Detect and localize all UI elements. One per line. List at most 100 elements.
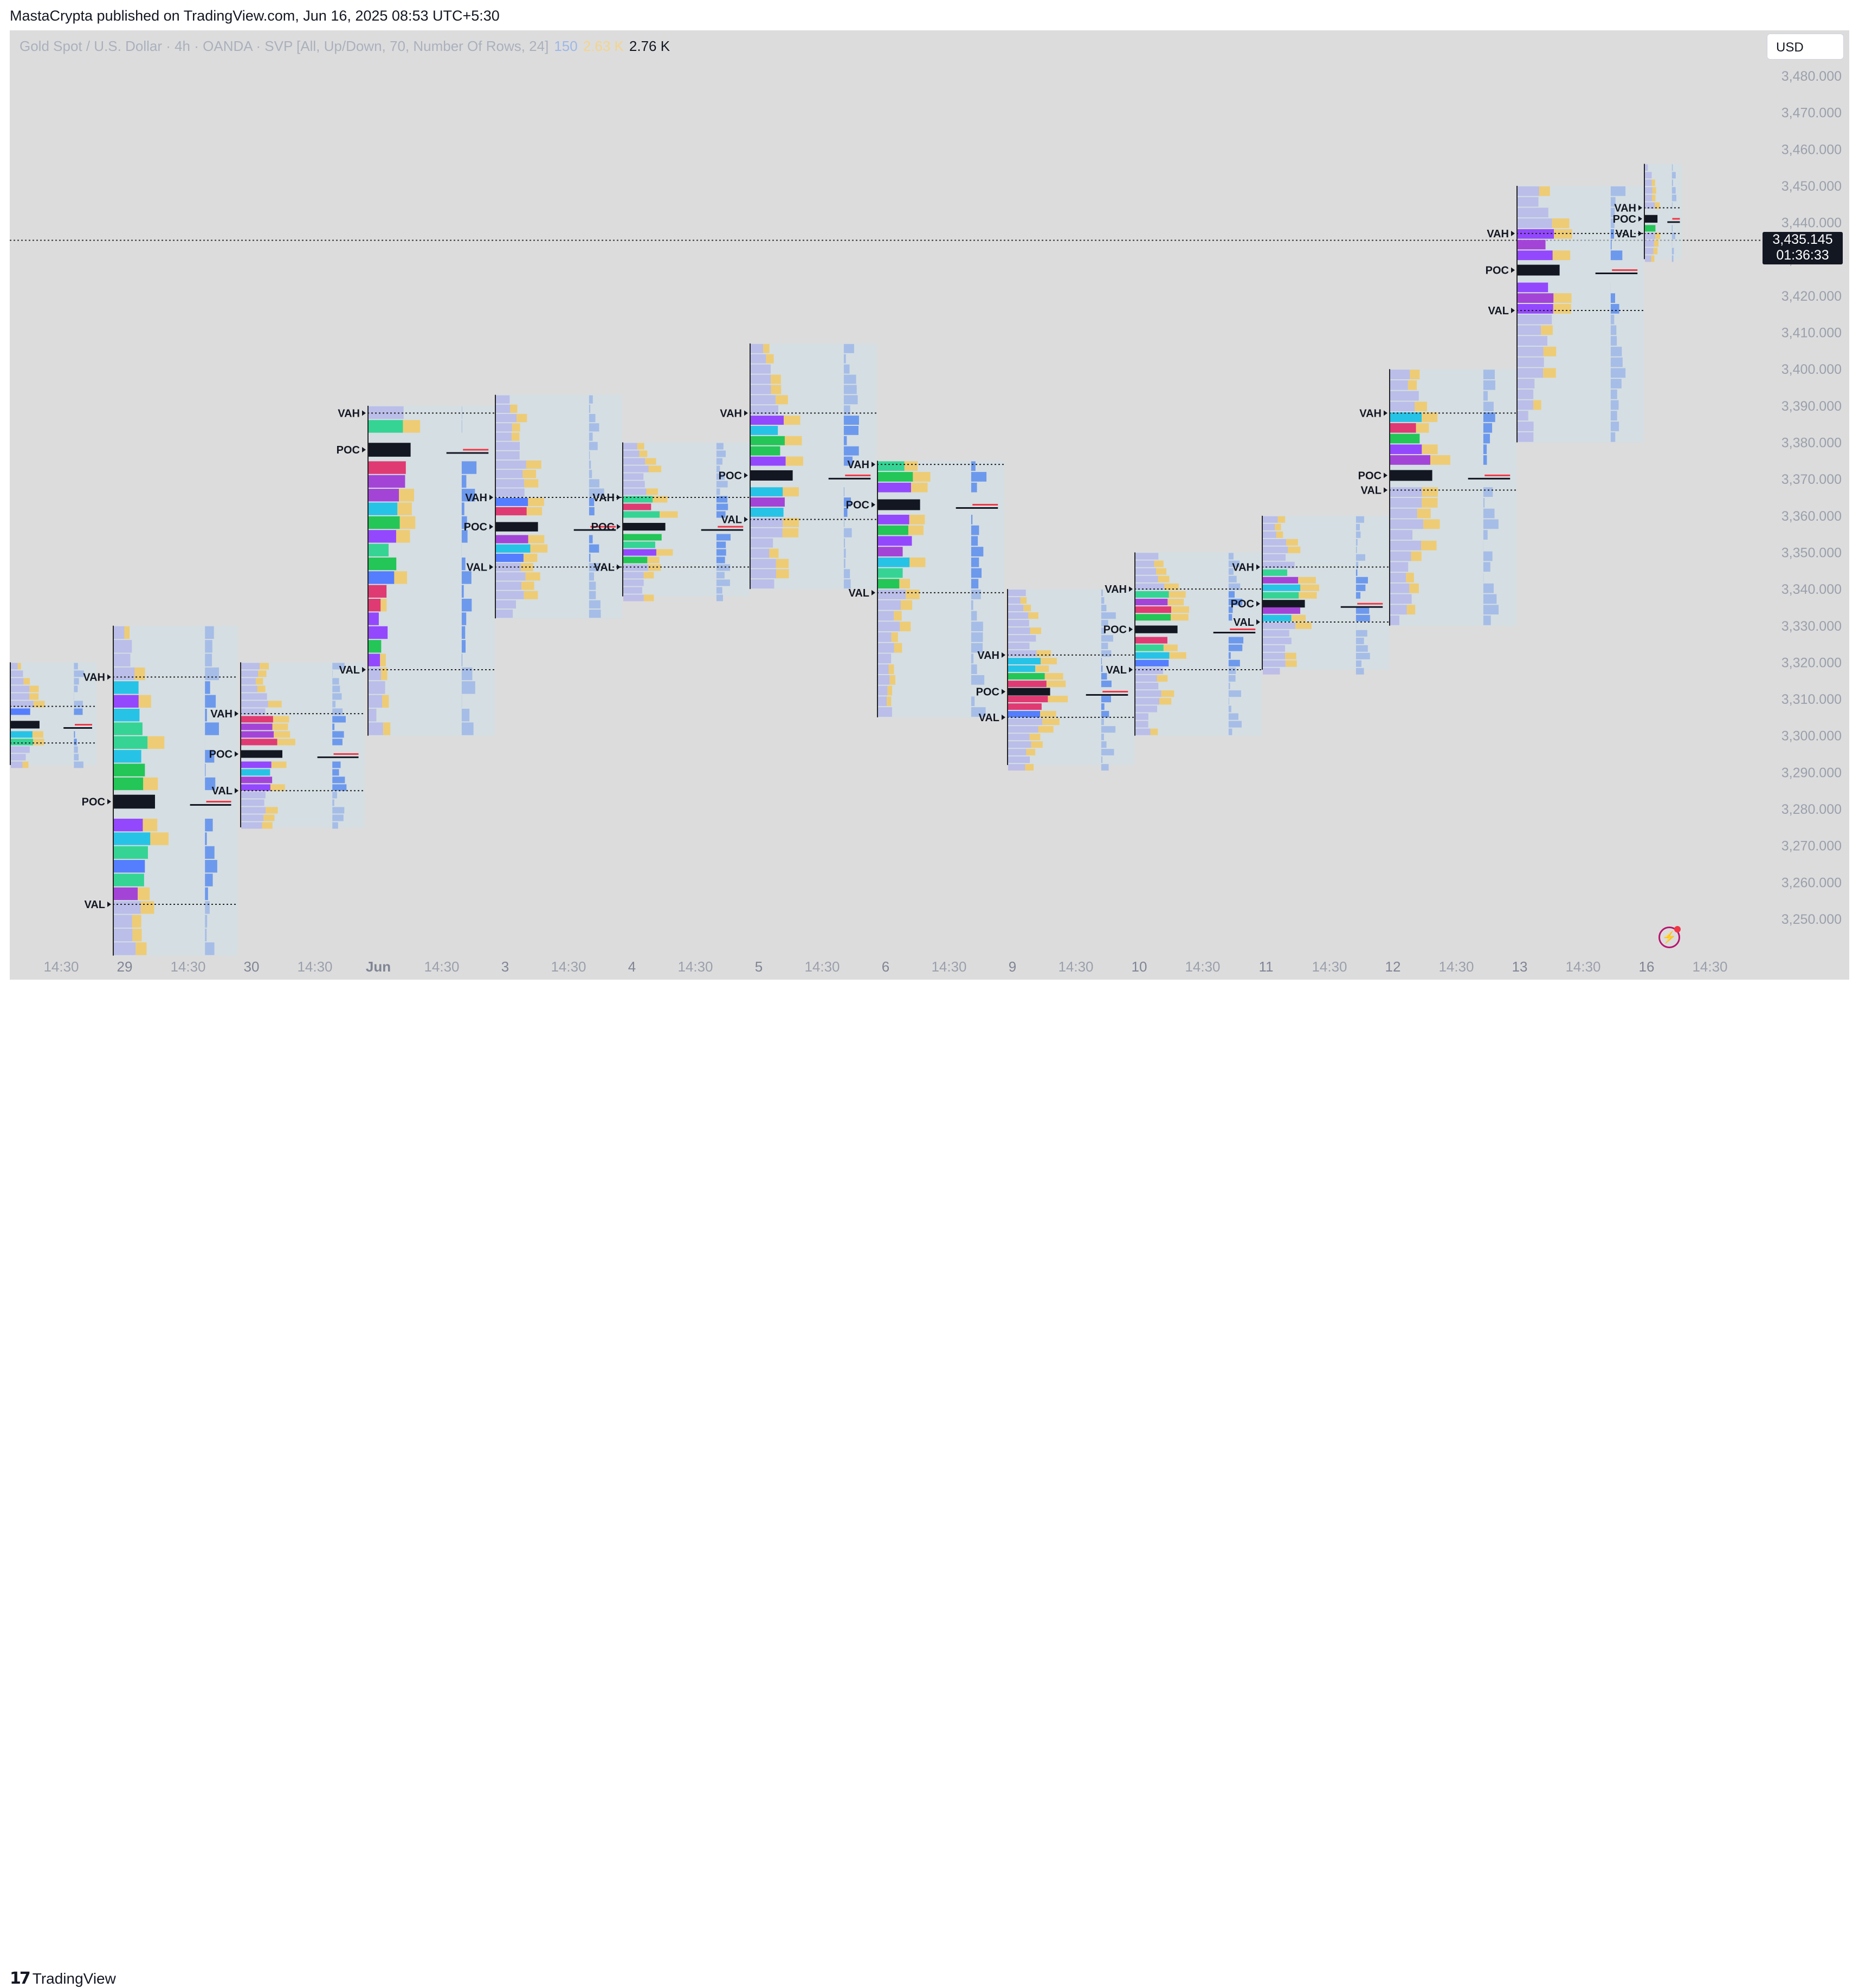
profile-row-bar	[1672, 164, 1673, 171]
profile-row-bar	[1135, 568, 1156, 575]
profile-row-bar	[383, 722, 390, 735]
level-label: VAH	[1614, 203, 1636, 215]
profile-row-bar	[1553, 293, 1571, 303]
level-label: POC	[1613, 213, 1636, 225]
profile-row-bar	[878, 654, 891, 664]
profile-row-bar	[369, 502, 397, 515]
lightning-icon[interactable]: ⚡	[1658, 927, 1680, 948]
profile-row-bar	[277, 739, 295, 745]
profile-row-bar	[1518, 422, 1534, 431]
profile-row-bar	[899, 579, 910, 588]
profile-row-bar	[11, 708, 30, 715]
profile-row-bar	[1229, 553, 1234, 559]
current-price-tag: 3,435.145 01:36:33	[1763, 232, 1843, 264]
profile-row-bar	[241, 792, 266, 798]
profile-row-bar	[1263, 630, 1289, 637]
chart-canvas[interactable]: 3,480.0003,470.0003,460.0003,450.0003,44…	[10, 30, 1849, 980]
profile-row-bar	[74, 670, 83, 677]
price-axis-label: 3,380.000	[1781, 436, 1842, 451]
profile-row-bar	[971, 568, 982, 578]
price-axis-label: 3,470.000	[1781, 106, 1842, 121]
profile-row-bar	[332, 731, 344, 737]
profile-row-bar	[1229, 637, 1243, 644]
profile-row-bar	[913, 472, 930, 482]
profile-row-bar	[751, 457, 786, 466]
profile-row-bar	[114, 819, 143, 831]
profile-row-bar	[1008, 620, 1029, 626]
profile-row-bar	[1611, 422, 1619, 431]
profile-row-bar	[205, 929, 206, 941]
profile-row-bar	[623, 542, 655, 548]
profile-row-bar	[878, 568, 903, 578]
profile-row-bar	[1518, 432, 1533, 442]
profile-row-bar	[143, 778, 158, 790]
profile-row-bar	[143, 819, 157, 831]
price-axis-label: 3,250.000	[1781, 912, 1842, 927]
poc-row-bar	[1135, 626, 1178, 633]
profile-row-bar	[266, 807, 277, 813]
profile-row-bar	[751, 446, 780, 456]
time-axis-label: 29	[117, 959, 133, 975]
profile-row-bar	[1645, 187, 1653, 193]
profile-row-bar	[844, 344, 854, 353]
profile-row-bar	[241, 814, 263, 821]
profile-row-bar	[462, 722, 474, 735]
profile-row-bar	[332, 708, 343, 715]
profile-row-bar	[369, 461, 406, 474]
level-arrow	[107, 674, 111, 679]
profile-row-bar	[1653, 248, 1657, 254]
symbol-title[interactable]: Gold Spot / U.S. Dollar · 4h · OANDA · S…	[20, 38, 548, 54]
profile-row-bar	[114, 942, 135, 955]
level-arrow	[362, 410, 366, 416]
profile-row-bar	[369, 599, 380, 611]
profile-row-bar	[510, 405, 517, 413]
time-axis-label: 14:30	[551, 959, 586, 975]
profile-row-bar	[114, 640, 132, 652]
profile-row-bar	[132, 915, 141, 928]
profile-row-bar	[11, 754, 26, 760]
profile-row-bar	[462, 681, 475, 694]
tradingview-logo[interactable]: 17 TradingView	[10, 1969, 116, 1988]
profile-row-bar	[332, 807, 344, 813]
profile-row-bar	[1101, 711, 1109, 717]
profile-row-bar	[1135, 553, 1158, 559]
chart-legend[interactable]: Gold Spot / U.S. Dollar · 4h · OANDA · S…	[20, 38, 675, 55]
profile-row-bar	[878, 621, 900, 631]
currency-button[interactable]: USD	[1767, 34, 1844, 60]
profile-row-bar	[751, 426, 778, 435]
profile-row-bar	[527, 507, 542, 515]
profile-row-bar	[1410, 370, 1419, 379]
profile-row-bar	[1518, 218, 1552, 228]
profile-row-bar	[1645, 179, 1652, 186]
level-label: POC	[719, 470, 742, 482]
level-arrow	[107, 902, 111, 907]
profile-row-bar	[717, 557, 725, 564]
profile-row-bar	[623, 489, 647, 495]
profile-row-bar	[640, 451, 648, 457]
profile-row-bar	[751, 518, 783, 527]
profile-row-bar	[241, 701, 268, 707]
profile-row-bar	[1299, 592, 1316, 599]
profile-row-bar	[1300, 585, 1319, 591]
profile-row-bar	[270, 784, 285, 791]
profile-row-bar	[1135, 690, 1161, 697]
profile-row-bar	[134, 668, 145, 680]
profile-row-bar	[11, 685, 29, 692]
profile-row-bar	[1101, 726, 1115, 733]
profile-row-bar	[1390, 423, 1416, 433]
poc-row-bar	[496, 522, 538, 532]
profile-row-bar	[906, 590, 920, 599]
profile-row-bar	[462, 585, 464, 598]
profile-row-bar	[1483, 584, 1494, 593]
profile-row-bar	[878, 483, 911, 493]
profile-row-bar	[1483, 530, 1488, 540]
poc-row-bar	[369, 443, 411, 456]
profile-row-bar	[74, 678, 79, 684]
profile-row-bar	[1483, 423, 1492, 433]
profile-row-bar	[1390, 370, 1410, 379]
profile-row-bar	[11, 731, 33, 737]
profile-row-bar	[1541, 325, 1553, 335]
price-axis-label: 3,290.000	[1781, 765, 1842, 780]
profile-row-bar	[241, 716, 273, 722]
